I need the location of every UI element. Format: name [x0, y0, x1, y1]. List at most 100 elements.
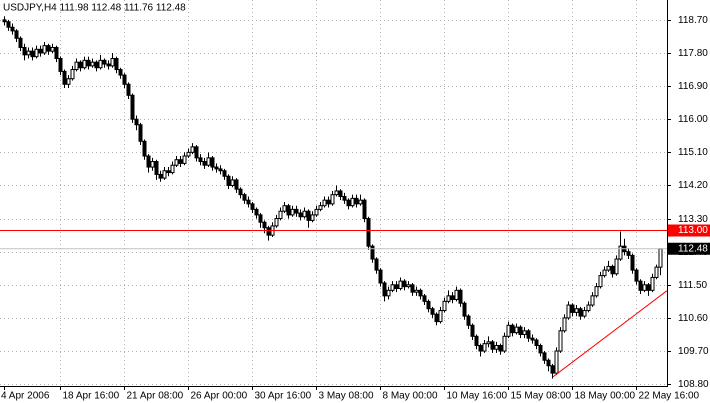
candle-body	[294, 208, 299, 214]
candle-body	[386, 289, 391, 297]
candle-body	[106, 63, 111, 67]
candle-body	[134, 118, 139, 126]
y-tick-label: 113.30	[678, 214, 708, 225]
candle-body	[498, 345, 503, 352]
candle-body	[318, 205, 323, 210]
candle-body	[82, 59, 87, 69]
candle-body	[426, 300, 431, 310]
candle-body	[414, 289, 419, 293]
candle-body	[438, 310, 443, 323]
candle-body	[482, 343, 487, 352]
candle-body	[302, 210, 307, 218]
candle-body	[198, 157, 203, 163]
candle-body	[586, 304, 591, 312]
x-tick-label: 10 May 16:00	[447, 391, 508, 402]
candle-body	[526, 330, 531, 339]
candle-body	[394, 284, 399, 289]
candle-body	[574, 308, 579, 313]
x-tick-label: 21 Apr 08:00	[127, 391, 184, 402]
candle-body	[470, 324, 475, 337]
candle-body	[154, 161, 159, 175]
candle-body	[234, 179, 239, 190]
candle-body	[614, 258, 619, 275]
candle-body	[14, 30, 19, 39]
x-tick-label: 30 Apr 16:00	[255, 391, 312, 402]
candle-body	[522, 330, 527, 335]
candle-body	[546, 359, 551, 367]
candle-body	[378, 269, 383, 284]
candle-body	[450, 295, 455, 301]
candle-body	[506, 324, 511, 337]
candle-body	[42, 45, 47, 54]
x-tick-label: 18 Apr 16:00	[63, 391, 120, 402]
candle-body	[594, 286, 599, 297]
candle-body	[402, 280, 407, 288]
candle-body	[194, 146, 199, 159]
candle-body	[226, 175, 231, 186]
candle-body	[166, 170, 171, 174]
x-tick-label: 15 May 08:00	[511, 391, 572, 402]
candle-body	[518, 326, 523, 335]
candle-body	[422, 295, 427, 302]
x-tick-label: 26 Apr 00:00	[191, 391, 248, 402]
candle-body	[602, 269, 607, 277]
candle-body	[58, 58, 63, 72]
candle-body	[138, 124, 143, 142]
candle-body	[358, 199, 363, 205]
candle-body	[282, 205, 287, 212]
candle-body	[178, 159, 183, 164]
candle-body	[626, 251, 631, 256]
candle-body	[566, 304, 571, 319]
candle-body	[170, 164, 175, 174]
candle-body	[658, 248, 663, 268]
candle-body	[370, 245, 375, 260]
candle-body	[590, 295, 595, 306]
candle-body	[338, 190, 343, 197]
horizontal-line-box	[668, 224, 710, 237]
x-tick-label: 8 May 00:00	[383, 391, 438, 402]
candle-body	[314, 208, 319, 216]
candle-body	[62, 70, 67, 85]
last-price-box	[668, 242, 710, 255]
candle-body	[162, 170, 167, 179]
y-tick-label: 108.80	[678, 379, 709, 390]
candle-body	[610, 265, 615, 275]
candle-body	[346, 199, 351, 207]
candle-body	[458, 289, 463, 304]
candle-body	[146, 155, 151, 168]
candle-body	[578, 308, 583, 317]
candle-body	[126, 83, 131, 96]
y-tick-label: 114.20	[678, 180, 708, 191]
candle-body	[466, 315, 471, 326]
candle-body	[398, 280, 403, 289]
candle-body	[310, 214, 315, 221]
candle-body	[74, 61, 79, 71]
candle-body	[306, 210, 311, 221]
candle-body	[206, 157, 211, 166]
candle-body	[446, 295, 451, 302]
x-tick-label: 18 May 00:00	[575, 391, 636, 402]
candle-body	[78, 61, 83, 69]
candle-body	[342, 195, 347, 201]
x-tick-label: 3 May 08:00	[319, 391, 374, 402]
trendline	[552, 290, 668, 378]
candle-body	[102, 59, 107, 65]
candle-body	[2, 19, 7, 23]
candle-body	[362, 199, 367, 220]
y-tick-label: 117.80	[678, 48, 708, 59]
overlays: 112.48 113.00	[0, 224, 710, 378]
candle-body	[150, 161, 155, 168]
candle-body	[274, 218, 279, 227]
candle-body	[530, 337, 535, 341]
candle-body	[258, 214, 263, 223]
candle-body	[478, 345, 483, 352]
candle-body	[366, 218, 371, 247]
candle-body	[654, 266, 659, 278]
candle-body	[130, 94, 135, 120]
candle-body	[390, 284, 395, 291]
candle-body	[442, 300, 447, 312]
candles	[2, 16, 663, 379]
candle-body	[250, 203, 255, 210]
candle-body	[554, 350, 559, 374]
